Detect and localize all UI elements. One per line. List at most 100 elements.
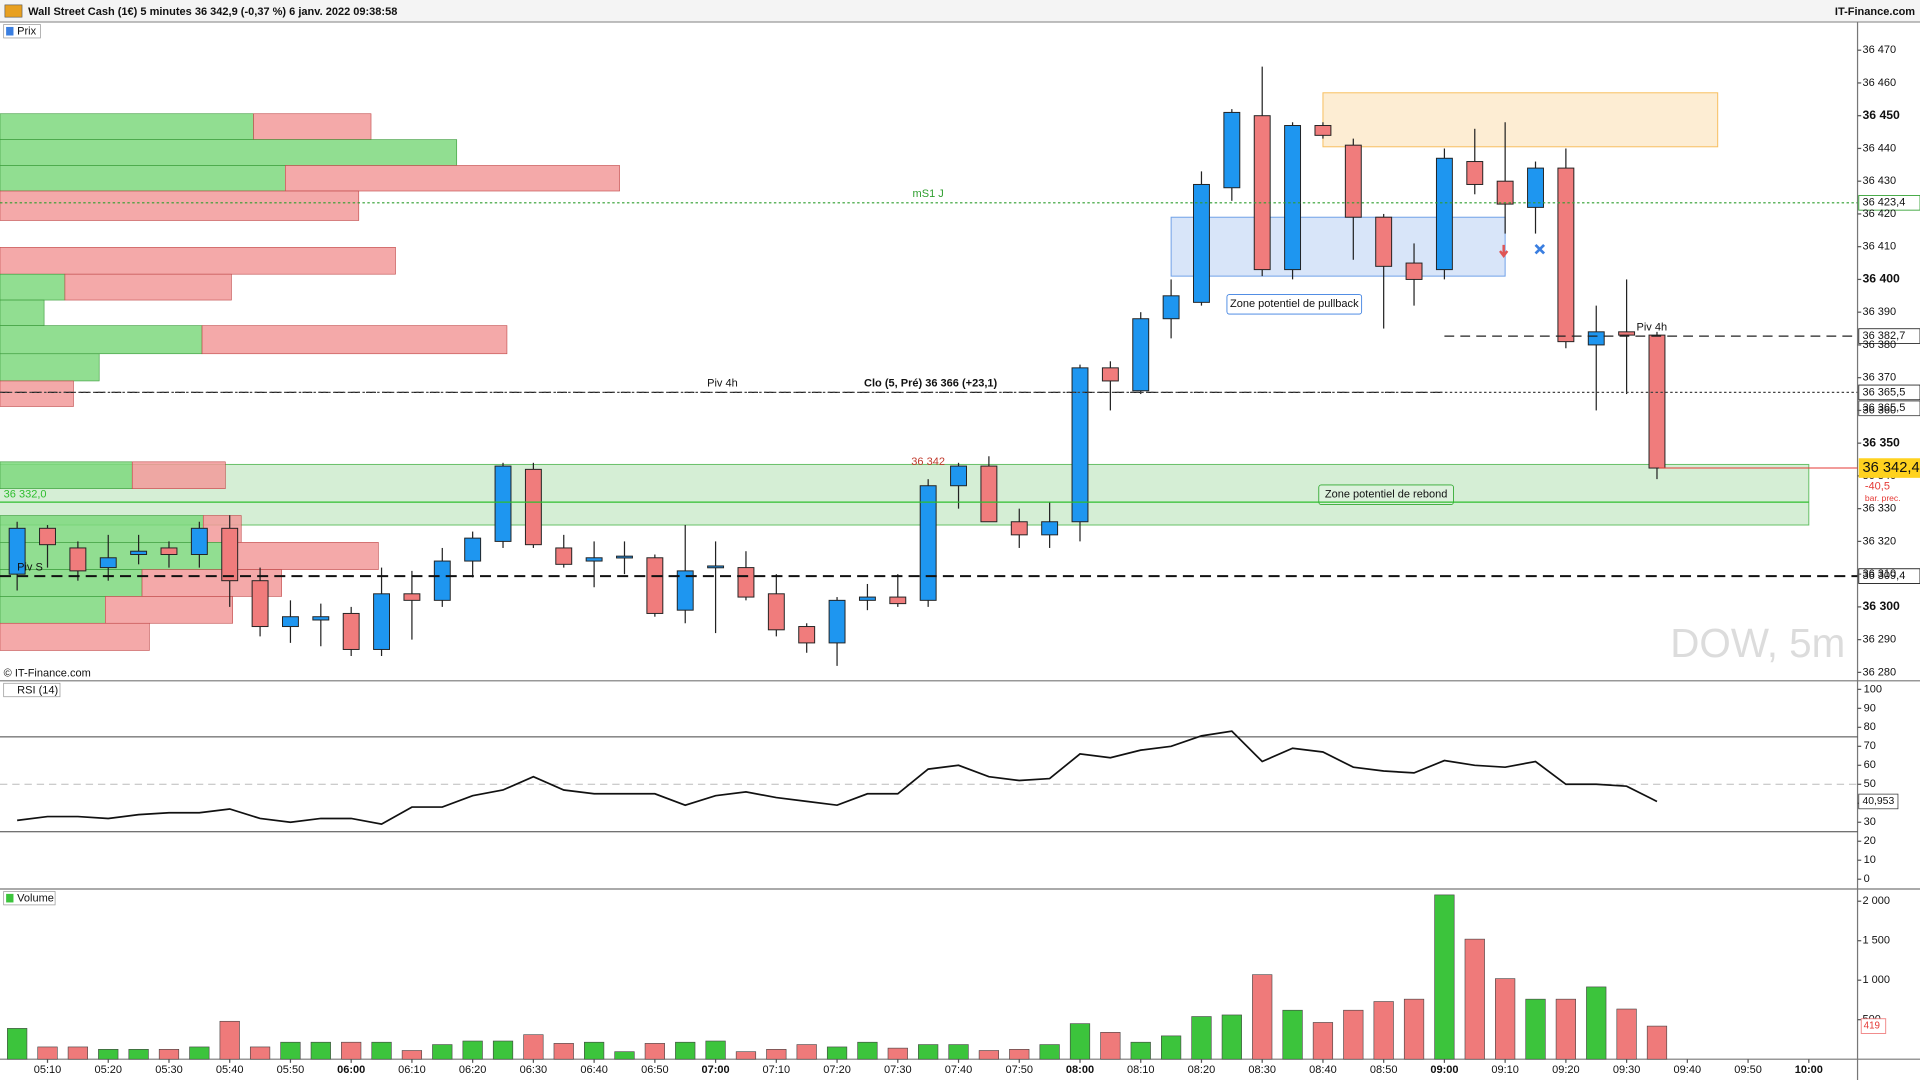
profile-buy <box>0 165 286 192</box>
signal-cross <box>1534 243 1546 255</box>
price-panel-title: Prix <box>17 26 36 38</box>
candle-body <box>160 547 178 555</box>
rsi-last-box <box>1858 793 1899 810</box>
volume-bar <box>249 1046 271 1060</box>
profile-buy <box>0 596 106 624</box>
watermark: DOW, 5m <box>1670 620 1845 666</box>
x-tick-label: 07:20 <box>823 1064 851 1076</box>
volume-bar <box>462 1040 483 1060</box>
level-name: Piv S <box>17 561 43 573</box>
profile-sell <box>0 622 150 651</box>
y-tick-label: 36 370 <box>1862 372 1896 384</box>
candle-body <box>646 557 664 614</box>
y-tick-label: 36 400 <box>1862 272 1900 286</box>
volume-bar <box>1525 998 1546 1060</box>
y-tick-label: 70 <box>1864 740 1876 752</box>
signal-arrow <box>1499 244 1509 258</box>
y-tick-label: 36 300 <box>1862 599 1900 613</box>
header-title: Wall Street Cash (1€) 5 minutes 36 342,9… <box>28 6 397 18</box>
volume-bar <box>1555 998 1576 1060</box>
candle-body <box>39 527 56 546</box>
y-tick-label: 36 380 <box>1862 339 1896 351</box>
candle-body <box>585 557 603 562</box>
candle-body <box>1223 111 1241 189</box>
y-tick-label: 36 310 <box>1862 568 1896 580</box>
annotation: 36 342 <box>911 456 945 468</box>
candle-body <box>1041 521 1059 536</box>
volume-bar <box>766 1049 787 1060</box>
candle-body <box>1162 295 1180 320</box>
candle-body <box>767 593 785 631</box>
x-tick-label: 09:40 <box>1674 1064 1702 1076</box>
candle-body <box>1101 367 1119 382</box>
volume-bar <box>584 1041 605 1060</box>
zone-label-box <box>1226 294 1363 315</box>
candle-body <box>130 550 148 555</box>
x-tick-label: 05:20 <box>94 1064 122 1076</box>
y-tick-label: 36 330 <box>1862 503 1896 515</box>
candle-body <box>1466 161 1484 185</box>
y-tick-label: 80 <box>1864 721 1876 733</box>
x-tick-label: 07:40 <box>945 1064 973 1076</box>
y-tick-label: 10 <box>1864 854 1876 866</box>
x-tick-label: 07:50 <box>1005 1064 1033 1076</box>
candle-body <box>99 557 117 569</box>
x-tick-label: 07:00 <box>701 1064 729 1076</box>
volume-bar <box>189 1046 210 1060</box>
x-tick-label: 06:00 <box>337 1064 365 1076</box>
level-box <box>1858 195 1920 211</box>
volume-bar <box>432 1044 453 1060</box>
panel-tag <box>3 891 56 906</box>
volume-bar <box>826 1046 848 1060</box>
volume-bar <box>918 1044 939 1060</box>
candle-body <box>281 616 299 628</box>
zone <box>1322 92 1719 148</box>
volume-bar <box>948 1044 969 1060</box>
volume-bar <box>1130 1041 1151 1060</box>
candle-body <box>1253 115 1271 271</box>
volume-bar <box>1434 894 1455 1060</box>
candle-body <box>342 612 360 650</box>
level-box-label: 36 309,4 <box>1862 570 1905 582</box>
candle-body <box>1344 144 1362 218</box>
volume-bar <box>1221 1014 1242 1060</box>
y-tick-label: 1 000 <box>1862 974 1890 986</box>
level-box-label: 36 382,7 <box>1862 330 1905 342</box>
volume-bar <box>1069 1023 1091 1060</box>
volume-bar <box>1586 986 1607 1060</box>
x-tick-label: 05:30 <box>155 1064 183 1076</box>
y-tick-label: 36 280 <box>1862 666 1896 678</box>
candle-body <box>1648 334 1666 469</box>
profile-buy <box>0 325 203 355</box>
level-name: Clo (5, Pré) 36 366 (+23,1) <box>864 378 998 390</box>
volume-bar <box>1312 1022 1334 1060</box>
y-tick-label: 0 <box>1864 873 1870 885</box>
level-name: Piv 4h <box>1637 321 1668 333</box>
x-tick-label: 08:40 <box>1309 1064 1337 1076</box>
y-tick-label: 2 000 <box>1862 895 1890 907</box>
volume-bar <box>67 1046 88 1060</box>
y-tick-label: 30 <box>1864 816 1876 828</box>
profile-buy <box>0 273 66 301</box>
x-tick-label: 09:00 <box>1430 1064 1458 1076</box>
x-tick-label: 08:10 <box>1127 1064 1155 1076</box>
volume-bar <box>219 1020 240 1060</box>
volume-bar <box>1616 1008 1637 1060</box>
profile-sell <box>0 247 396 275</box>
rsi-line <box>17 730 1658 826</box>
app-icon <box>4 4 23 18</box>
y-tick-label: 36 320 <box>1862 535 1896 547</box>
volume-bar <box>371 1041 392 1060</box>
candle-body <box>221 527 239 582</box>
candle-body <box>555 547 573 565</box>
candle-body <box>1557 167 1575 343</box>
last-price-box <box>1858 458 1920 478</box>
candle-body <box>8 527 26 575</box>
y-tick-label: 20 <box>1864 835 1876 847</box>
y-tick-label: 36 430 <box>1862 175 1896 187</box>
volume-bar <box>1495 978 1516 1060</box>
candle-body <box>433 560 451 601</box>
volume-last: 419 <box>1864 1021 1880 1032</box>
